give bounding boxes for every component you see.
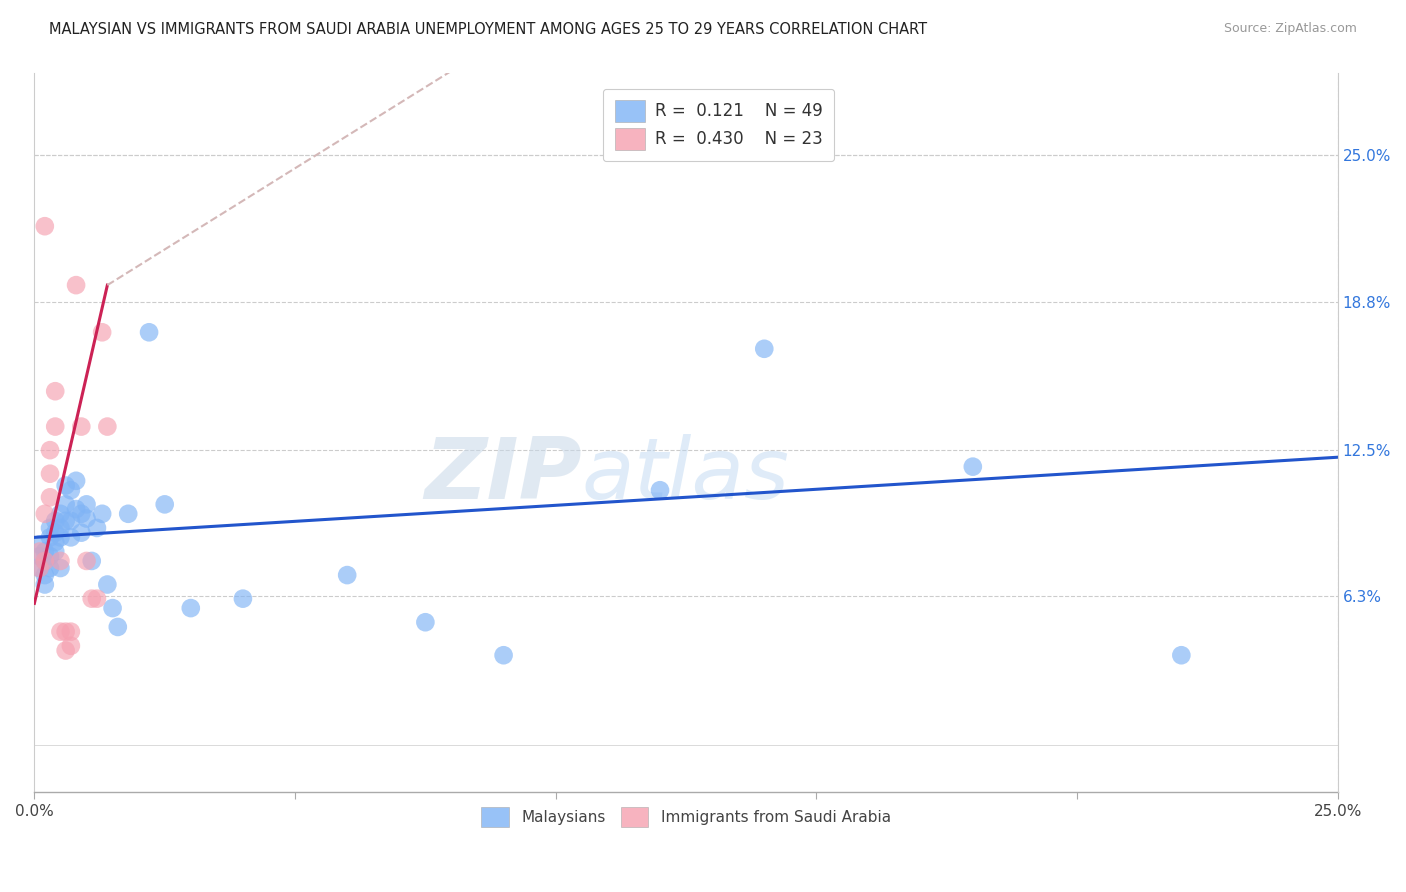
Point [138, 326, 160, 340]
Point [59, 624, 82, 639]
Point [415, 615, 437, 630]
Point [91, 326, 114, 340]
Point [39, 443, 62, 458]
Legend: Malaysians, Immigrants from Saudi Arabia: Malaysians, Immigrants from Saudi Arabia [474, 800, 898, 835]
Point [44, 525, 66, 540]
Point [34, 577, 56, 591]
Point [34, 568, 56, 582]
Point [76, 511, 98, 525]
Text: Source: ZipAtlas.com: Source: ZipAtlas.com [1223, 22, 1357, 36]
Point [55, 478, 77, 492]
Point [55, 514, 77, 528]
Point [44, 419, 66, 434]
Point [39, 491, 62, 505]
Point [49, 624, 72, 639]
Point [34, 507, 56, 521]
Point [101, 601, 124, 615]
Point [44, 514, 66, 528]
Point [65, 278, 87, 293]
Point [39, 549, 62, 564]
Point [55, 624, 77, 639]
Point [44, 535, 66, 549]
Point [59, 514, 82, 528]
Text: atlas: atlas [582, 434, 790, 517]
Point [80, 591, 103, 606]
Point [153, 497, 176, 511]
Point [28, 537, 51, 551]
Point [117, 507, 139, 521]
Point [49, 507, 72, 521]
Point [1170, 648, 1192, 663]
Point [76, 497, 98, 511]
Point [59, 639, 82, 653]
Point [336, 568, 359, 582]
Point [59, 530, 82, 544]
Point [80, 554, 103, 568]
Point [44, 544, 66, 558]
Point [49, 521, 72, 535]
Point [96, 419, 118, 434]
Point [39, 467, 62, 481]
Point [44, 384, 66, 399]
Point [34, 544, 56, 558]
Point [49, 554, 72, 568]
Point [28, 561, 51, 575]
Text: MALAYSIAN VS IMMIGRANTS FROM SAUDI ARABIA UNEMPLOYMENT AMONG AGES 25 TO 29 YEARS: MALAYSIAN VS IMMIGRANTS FROM SAUDI ARABI… [49, 22, 928, 37]
Point [28, 549, 51, 564]
Point [180, 601, 202, 615]
Point [70, 507, 93, 521]
Point [91, 507, 114, 521]
Point [754, 342, 776, 356]
Point [28, 561, 51, 575]
Point [34, 554, 56, 568]
Point [232, 591, 254, 606]
Point [492, 648, 515, 663]
Point [49, 561, 72, 575]
Point [34, 219, 56, 234]
Point [65, 502, 87, 516]
Point [49, 530, 72, 544]
Point [55, 497, 77, 511]
Text: ZIP: ZIP [425, 434, 582, 517]
Point [39, 521, 62, 535]
Point [962, 459, 984, 474]
Point [86, 591, 108, 606]
Point [39, 530, 62, 544]
Point [70, 419, 93, 434]
Point [86, 521, 108, 535]
Point [70, 525, 93, 540]
Point [96, 577, 118, 591]
Point [76, 554, 98, 568]
Point [28, 544, 51, 558]
Point [59, 483, 82, 498]
Point [39, 561, 62, 575]
Point [34, 554, 56, 568]
Point [55, 643, 77, 657]
Point [65, 474, 87, 488]
Point [648, 483, 671, 498]
Point [107, 620, 129, 634]
